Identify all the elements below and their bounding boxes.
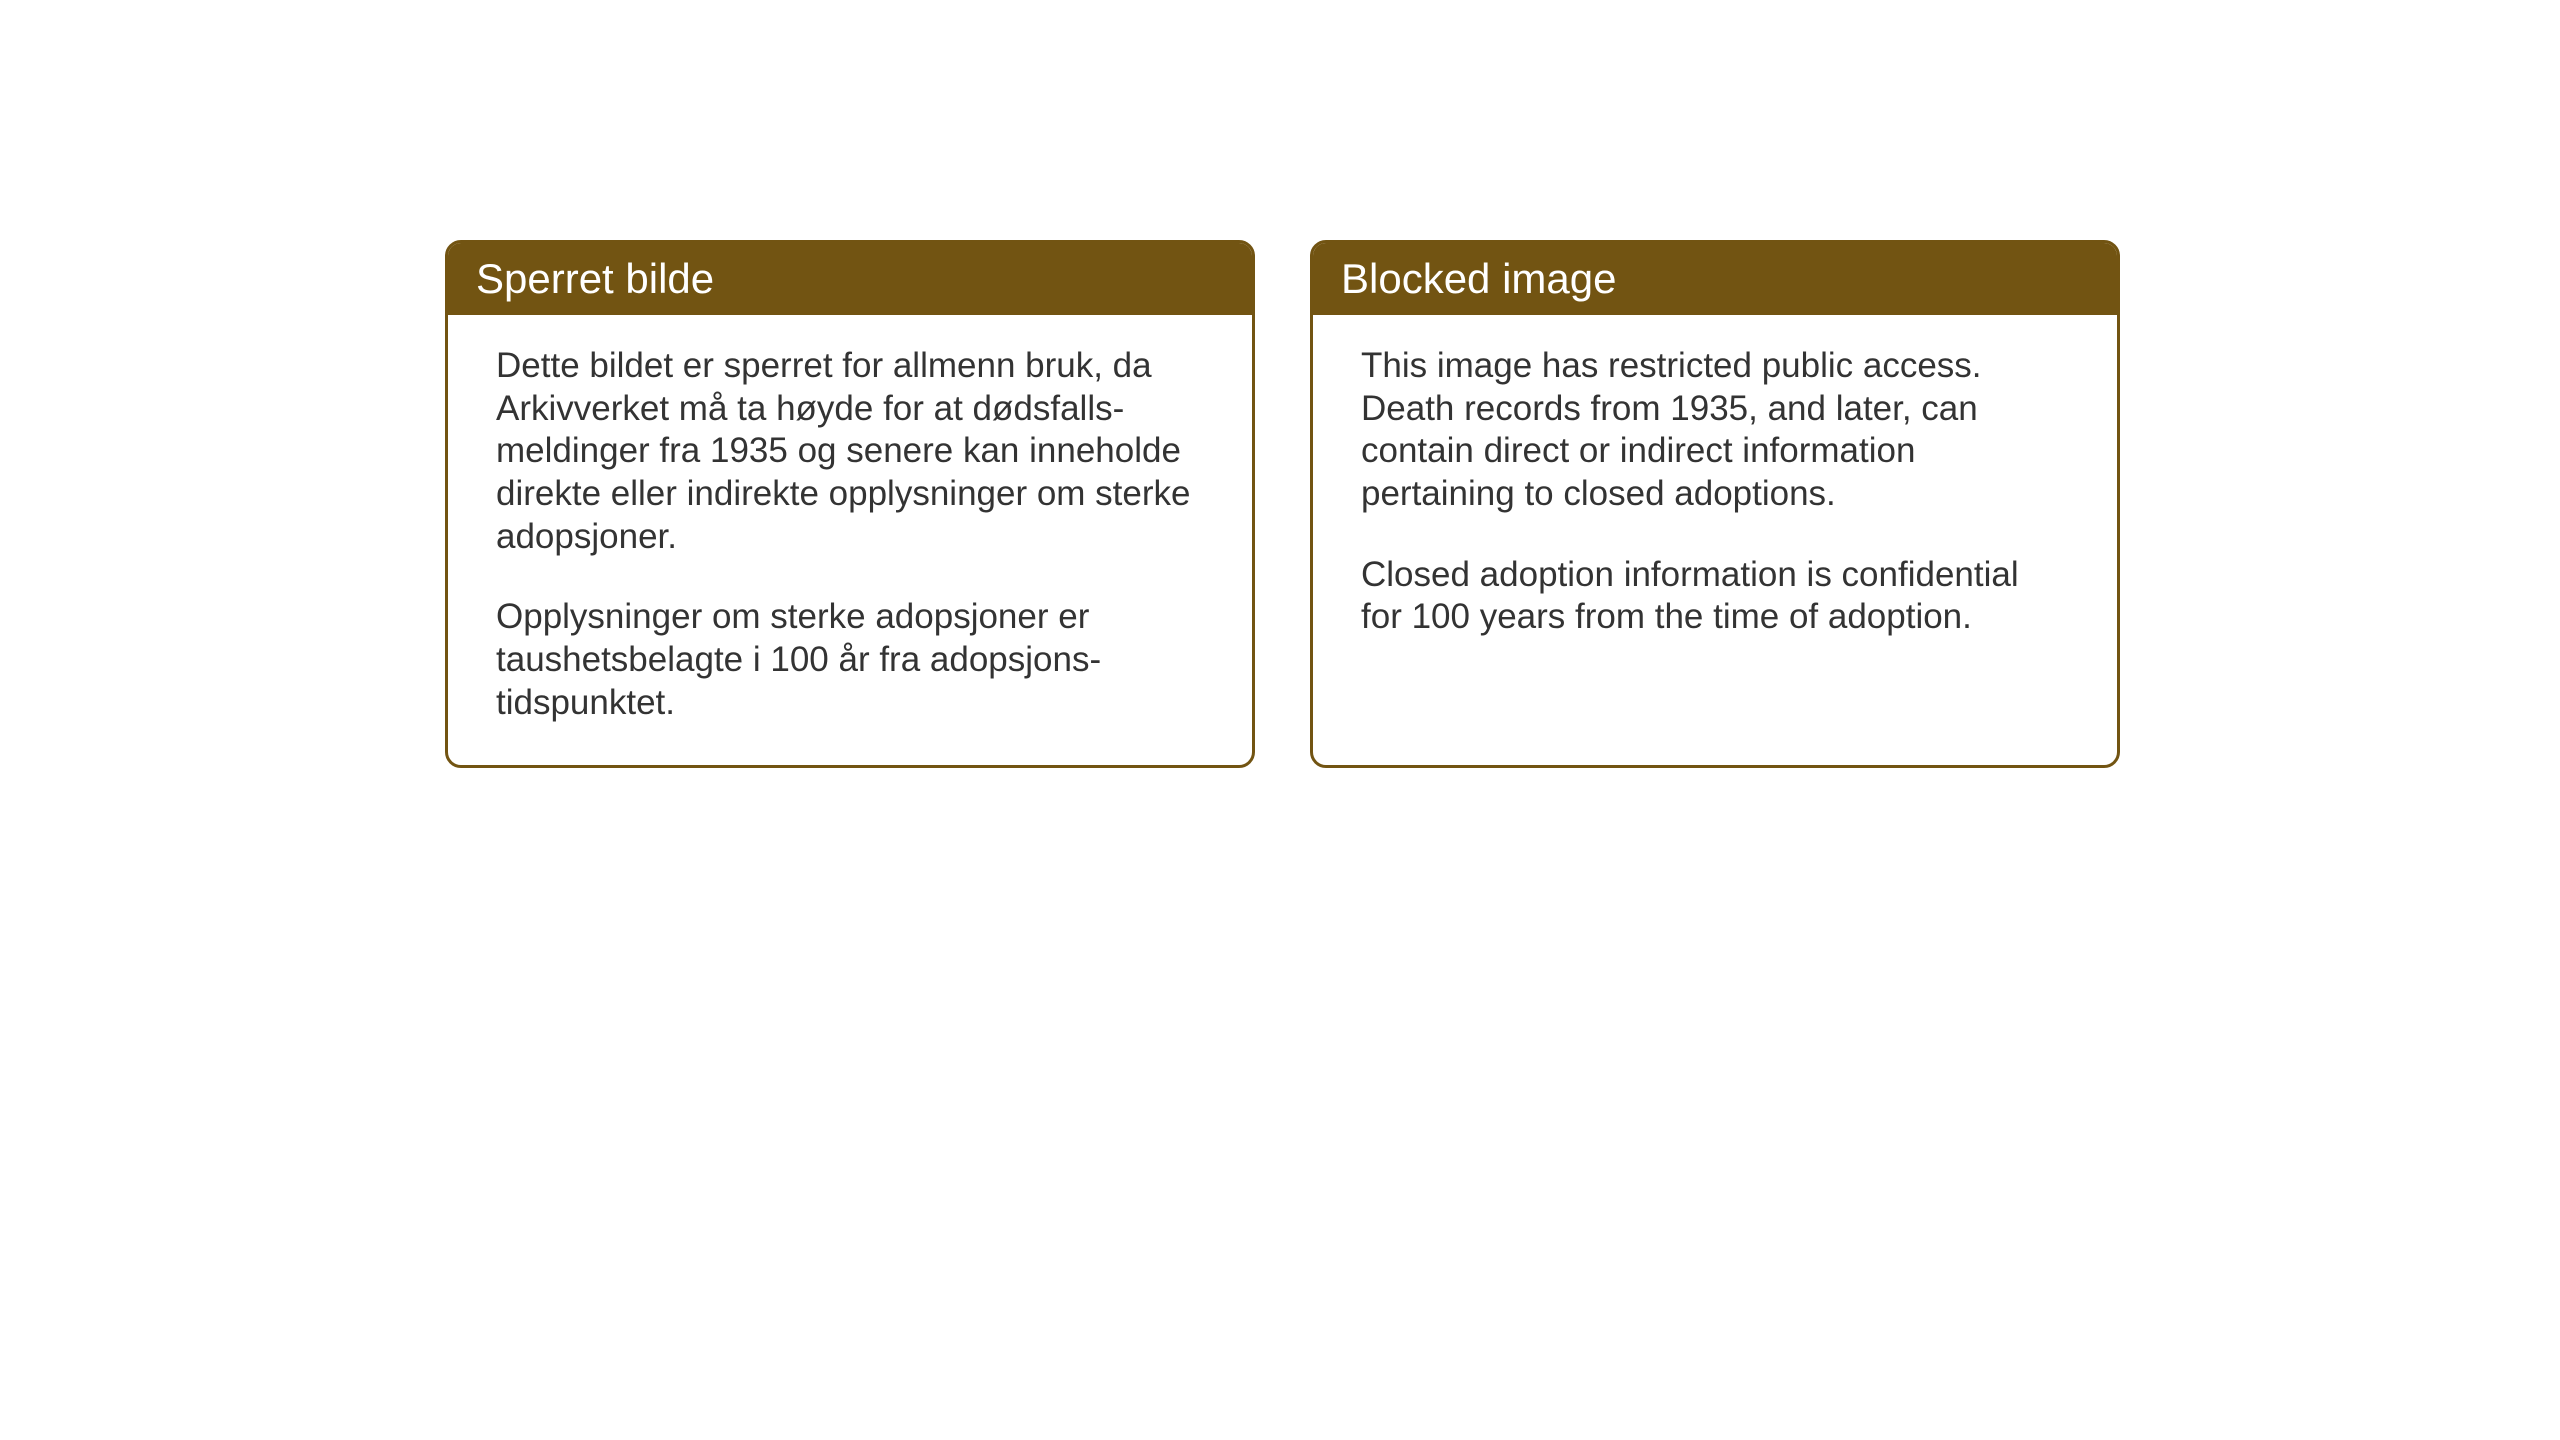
- norwegian-card-body: Dette bildet er sperret for allmenn bruk…: [448, 315, 1252, 765]
- english-card-header: Blocked image: [1313, 243, 2117, 315]
- english-card: Blocked image This image has restricted …: [1310, 240, 2120, 768]
- norwegian-card-header: Sperret bilde: [448, 243, 1252, 315]
- english-paragraph-1: This image has restricted public access.…: [1361, 345, 2069, 516]
- english-card-title: Blocked image: [1341, 255, 2089, 303]
- english-paragraph-2: Closed adoption information is confident…: [1361, 554, 2069, 639]
- norwegian-card-title: Sperret bilde: [476, 255, 1224, 303]
- english-card-body: This image has restricted public access.…: [1313, 315, 2117, 679]
- norwegian-paragraph-2: Opplysninger om sterke adopsjoner er tau…: [496, 596, 1204, 724]
- norwegian-card: Sperret bilde Dette bildet er sperret fo…: [445, 240, 1255, 768]
- norwegian-paragraph-1: Dette bildet er sperret for allmenn bruk…: [496, 345, 1204, 558]
- notice-container: Sperret bilde Dette bildet er sperret fo…: [445, 240, 2120, 768]
